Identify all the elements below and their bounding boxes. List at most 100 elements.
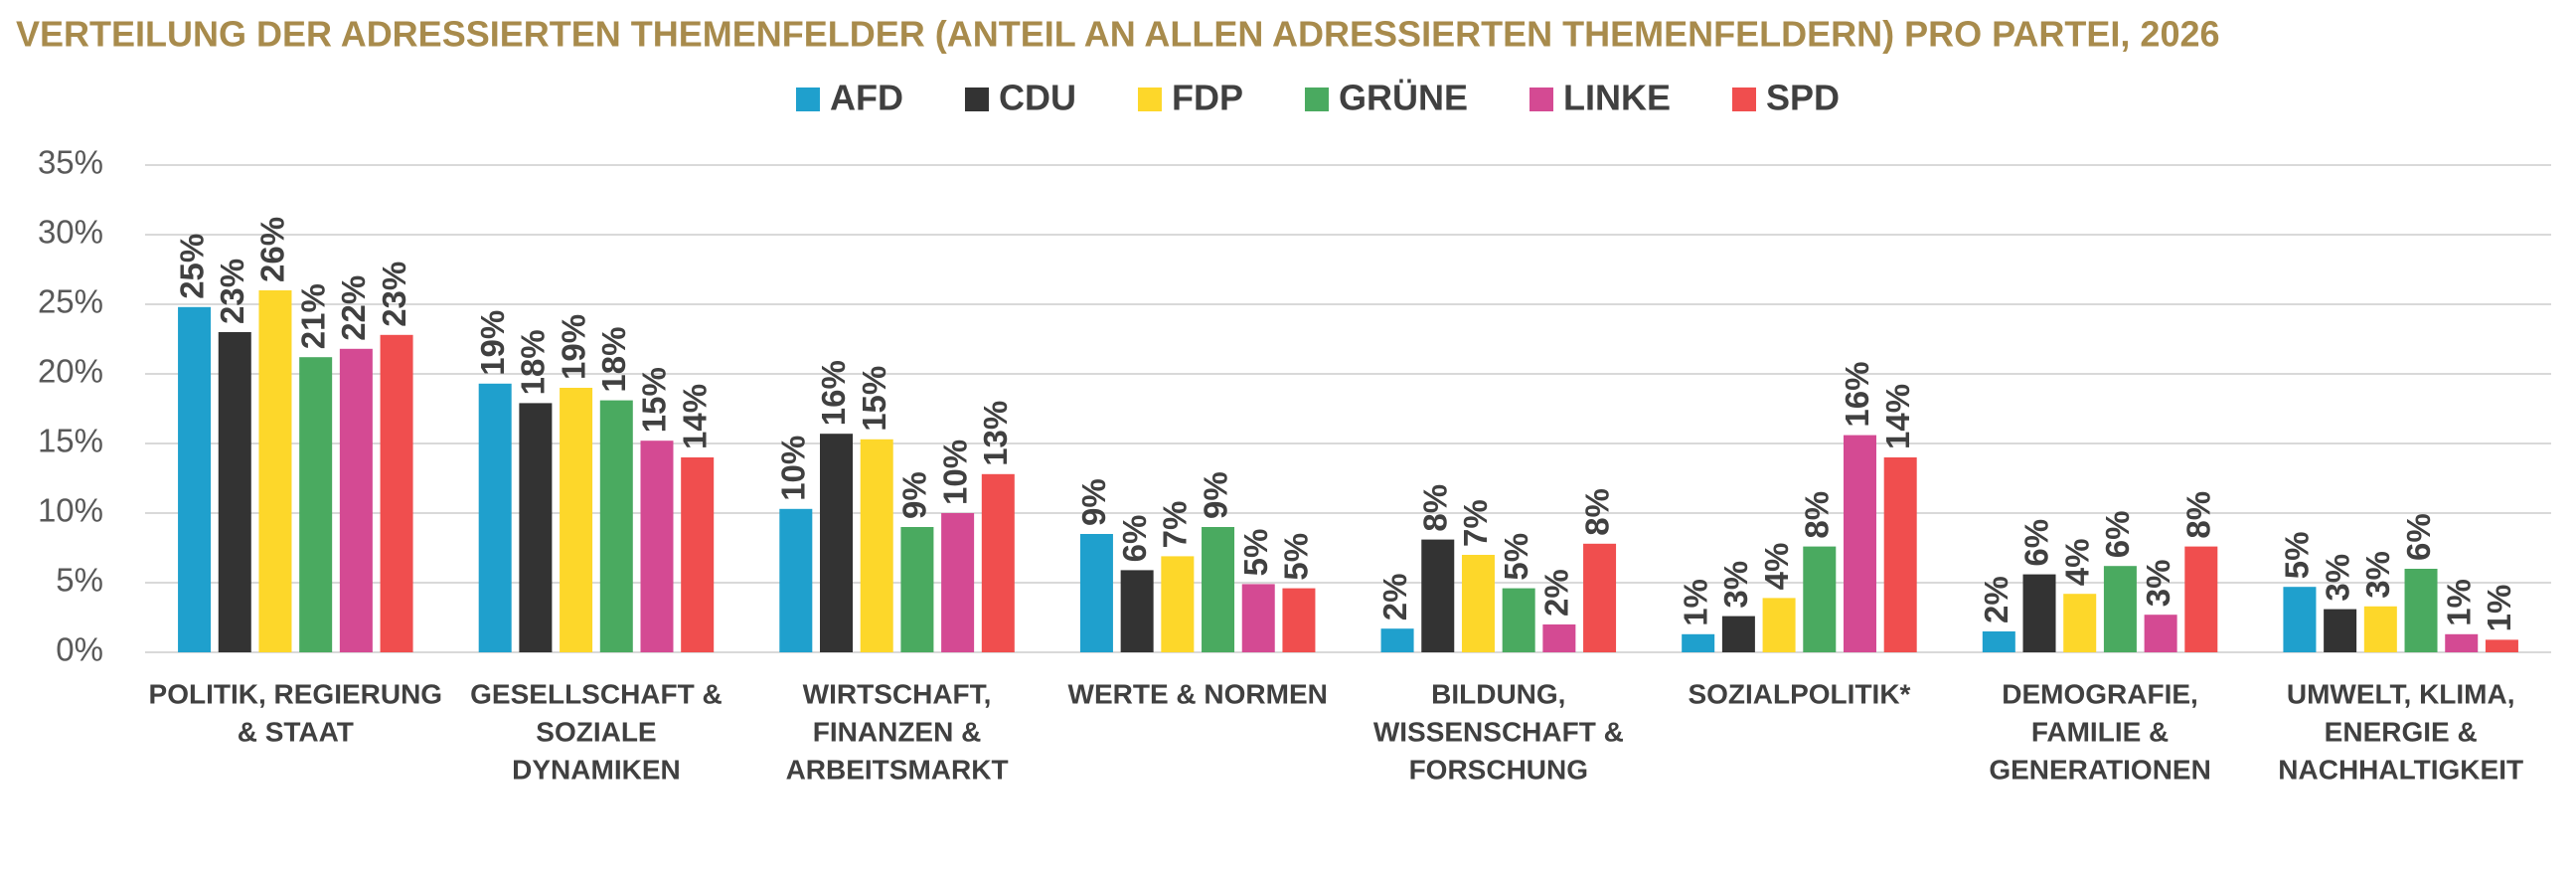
x-tick-label: BILDUNG, <box>1431 678 1565 709</box>
bar <box>1421 539 1455 652</box>
bar <box>178 306 212 652</box>
bar <box>820 434 854 652</box>
bar <box>218 332 251 652</box>
x-tick-label: NACHHALTIGKEIT <box>2278 754 2523 785</box>
data-label: 3% <box>2319 554 2355 602</box>
bar <box>2144 615 2177 652</box>
bar <box>1803 546 1837 652</box>
data-label: 3% <box>2359 551 2396 599</box>
legend-swatch <box>1731 88 1756 111</box>
data-label: 4% <box>1758 543 1795 591</box>
data-label: 6% <box>2400 513 2437 561</box>
bar <box>478 383 512 652</box>
y-tick-label: 35% <box>38 144 103 181</box>
legend-label: CDU <box>999 78 1076 118</box>
y-tick-label: 25% <box>38 283 103 320</box>
data-label: 3% <box>1717 561 1754 609</box>
x-tick-label: WISSENSCHAFT & <box>1373 716 1624 747</box>
data-label: 15% <box>856 366 892 432</box>
x-tick-label: SOZIALPOLITIK* <box>1688 678 1910 709</box>
data-label: 14% <box>676 384 713 449</box>
data-label: 5% <box>1278 533 1315 581</box>
bar <box>2445 633 2479 652</box>
legend-label: LINKE <box>1563 78 1671 118</box>
x-tick-label: ARBEITSMARKT <box>786 754 1009 785</box>
bar <box>380 334 413 652</box>
bar <box>1282 588 1316 652</box>
data-label: 21% <box>294 283 331 349</box>
bar <box>900 527 934 652</box>
data-label: 1% <box>2440 579 2477 626</box>
bar <box>1202 527 1235 652</box>
data-label: 16% <box>815 360 852 426</box>
bar <box>339 348 373 652</box>
bar <box>1721 616 1755 652</box>
data-label: 18% <box>515 329 552 395</box>
bar <box>1161 556 1195 652</box>
x-tick-label: DYNAMIKEN <box>512 754 681 785</box>
x-tick-label: SOZIALE <box>536 716 656 747</box>
data-label: 6% <box>1116 515 1153 563</box>
y-tick-label: 5% <box>56 562 103 599</box>
data-label: 5% <box>2279 531 2316 579</box>
bar <box>1583 543 1617 652</box>
bar <box>1241 584 1275 652</box>
bar <box>1883 457 1917 652</box>
legend-swatch <box>1529 88 1553 111</box>
data-label: 22% <box>335 275 372 341</box>
x-tick-label: FAMILIE & <box>2031 716 2169 747</box>
x-tick-label: GESELLSCHAFT & <box>470 678 723 709</box>
data-label: 10% <box>775 436 812 501</box>
legend-label: AFD <box>830 78 903 118</box>
data-label: 19% <box>555 314 591 380</box>
data-label: 5% <box>1237 529 1274 577</box>
legend-label: GRÜNE <box>1339 78 1468 118</box>
bar <box>1502 588 1535 652</box>
bar <box>599 400 633 652</box>
bar <box>1542 624 1576 652</box>
bar <box>560 388 593 652</box>
data-label: 8% <box>1799 491 1836 539</box>
x-tick-label: ENERGIE & <box>2325 716 2478 747</box>
bar <box>860 439 893 652</box>
data-label: 6% <box>2099 510 2136 558</box>
data-label: 1% <box>1677 579 1713 626</box>
bar <box>1682 633 1715 652</box>
data-label: 2% <box>1538 569 1575 617</box>
chart-title: VERTEILUNG DER ADRESSIERTEN THEMENFELDER… <box>16 14 2220 55</box>
legend-label: SPD <box>1766 78 1840 118</box>
legend-label: FDP <box>1172 78 1243 118</box>
y-tick-label: 20% <box>38 353 103 390</box>
legend-swatch <box>795 88 820 111</box>
bar <box>941 513 975 652</box>
data-label: 1% <box>2481 585 2517 632</box>
data-label: 2% <box>1978 576 2014 623</box>
x-tick-label: WERTE & NORMEN <box>1068 678 1328 709</box>
data-label: 8% <box>1578 488 1615 536</box>
y-tick-label: 15% <box>38 423 103 459</box>
bar <box>681 457 715 652</box>
bar <box>1120 570 1154 652</box>
bar <box>1380 628 1414 652</box>
data-label: 23% <box>376 262 412 327</box>
data-label: 6% <box>2018 519 2055 567</box>
data-label: 13% <box>977 401 1014 466</box>
bar <box>2063 594 2097 652</box>
data-label: 7% <box>1457 499 1494 547</box>
bar <box>519 403 553 652</box>
y-tick-label: 0% <box>56 631 103 668</box>
bar <box>1461 555 1495 652</box>
bar <box>1843 435 1876 652</box>
legend-swatch <box>1137 88 1162 111</box>
bar <box>2283 587 2317 652</box>
bar <box>2485 639 2518 652</box>
data-label: 9% <box>896 471 933 519</box>
x-tick-label: GENERATIONEN <box>1989 754 2211 785</box>
bar <box>258 290 292 652</box>
data-label: 2% <box>1376 573 1413 620</box>
bar <box>1079 534 1113 652</box>
data-label: 23% <box>214 259 250 324</box>
bar <box>2022 574 2056 652</box>
data-label: 8% <box>1416 484 1453 532</box>
